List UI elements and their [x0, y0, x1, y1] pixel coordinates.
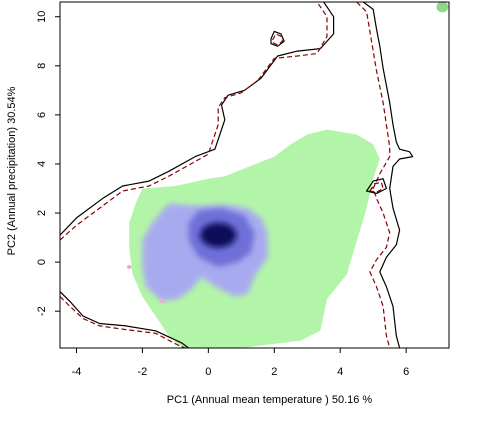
x-axis: -4 -2 0 2 4 6 [72, 348, 409, 378]
x-tick-label: -4 [72, 366, 82, 378]
y-tick-label: 0 [36, 259, 48, 265]
y-tick-label: 6 [36, 112, 48, 118]
x-tick-label: 4 [337, 366, 343, 378]
plot-area [60, 2, 449, 348]
x-tick-label: -2 [138, 366, 148, 378]
density-region-blue-dark [200, 222, 237, 248]
y-tick-label: 4 [36, 161, 48, 167]
y-axis: -2 0 2 4 6 8 10 [36, 11, 60, 316]
x-tick-label: 2 [271, 366, 277, 378]
y-tick-label: 10 [36, 11, 48, 23]
y-tick-label: 2 [36, 210, 48, 216]
x-axis-title: PC1 (Annual mean temperature ) 50.16 % [167, 394, 373, 406]
density-region-green-corner [436, 2, 449, 13]
contour-lines [60, 2, 414, 348]
x-tick-label: 6 [403, 366, 409, 378]
contour-outer-contour-bottom [60, 291, 189, 348]
density-region-pink-2 [159, 299, 165, 304]
density-layers [126, 2, 449, 348]
y-tick-label: -2 [36, 306, 48, 316]
contour-outer-contour-right [362, 2, 414, 348]
contour-dashed-contour-right [356, 2, 391, 348]
plot-frame [59, 1, 450, 349]
contour-island-contour [270, 30, 285, 47]
contour-dashed-contour-bottom [60, 296, 186, 348]
x-tick-label: 0 [205, 366, 211, 378]
density-region-pink-1 [126, 265, 132, 269]
contour-island-contour-dashed [272, 33, 284, 46]
y-tick-label: 8 [36, 63, 48, 69]
contour-right-notch-contour [366, 178, 387, 194]
y-axis-title: PC2 (Annual precipitation) 30.54% [6, 86, 18, 255]
contour-right-notch-dashed [369, 181, 384, 193]
